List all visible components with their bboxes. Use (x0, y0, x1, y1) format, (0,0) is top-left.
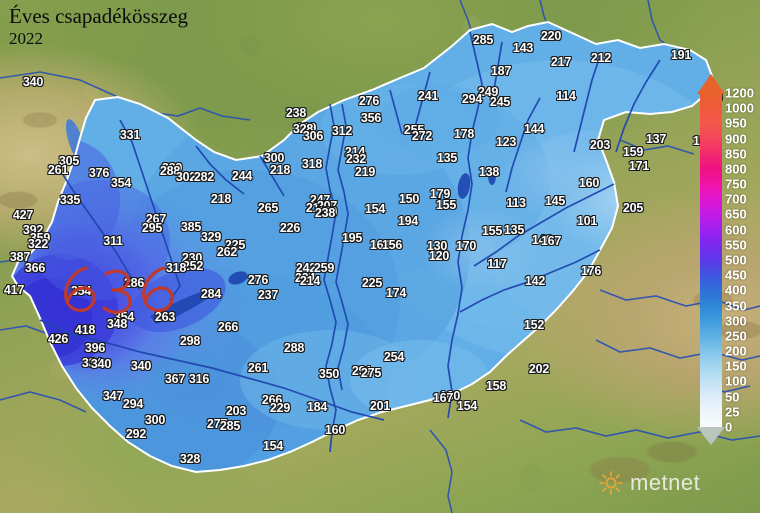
legend-tick: 400 (725, 282, 747, 298)
legend-tick: 150 (725, 358, 747, 374)
legend-colorbar (697, 74, 725, 445)
legend-tick: 700 (725, 191, 747, 207)
map-year: 2022 (9, 29, 43, 48)
rivers (39, 31, 661, 453)
legend-tick: 750 (725, 176, 747, 192)
legend-tick: 300 (725, 313, 747, 329)
sun-icon (599, 471, 623, 495)
legend-tick: 600 (725, 222, 747, 238)
legend-tick: 350 (725, 298, 747, 314)
legend-arrow-top (697, 74, 725, 94)
legend-tick: 1000 (725, 100, 754, 116)
legend-tick: 500 (725, 252, 747, 268)
legend-tick: 650 (725, 206, 747, 222)
legend-tick: 250 (725, 328, 747, 344)
logo-text: metnet (630, 470, 701, 495)
metnet-logo[interactable]: metnet (598, 470, 700, 496)
legend-tick: 950 (725, 115, 747, 131)
legend-tick: 550 (725, 237, 747, 253)
legend-tick: 25 (725, 404, 740, 420)
legend-tick: 50 (725, 389, 740, 405)
legend-tick: 450 (725, 267, 747, 283)
lakes (150, 167, 496, 324)
legend-tick: 100 (725, 373, 747, 389)
hungary-border (10, 20, 714, 474)
map-title: Éves csapadékösszeg (9, 4, 189, 28)
legend-tick: 800 (725, 161, 747, 177)
legend-tick: 850 (725, 146, 747, 162)
legend-tick: 0 (725, 419, 733, 435)
legend-tick: 1200 (725, 85, 754, 101)
legend-tick: 200 (725, 343, 747, 359)
legend-gradient-bar (700, 93, 722, 427)
legend-tick: 900 (725, 131, 747, 147)
map-title-block: Éves csapadékösszeg 2022 (9, 4, 188, 49)
legend-arrow-bottom (697, 427, 725, 445)
handwritten-annotation (60, 262, 180, 327)
legend-tick-labels: 1200 1000 950 900 850 800 750 700 650 600 550 500 45… (722, 74, 760, 454)
